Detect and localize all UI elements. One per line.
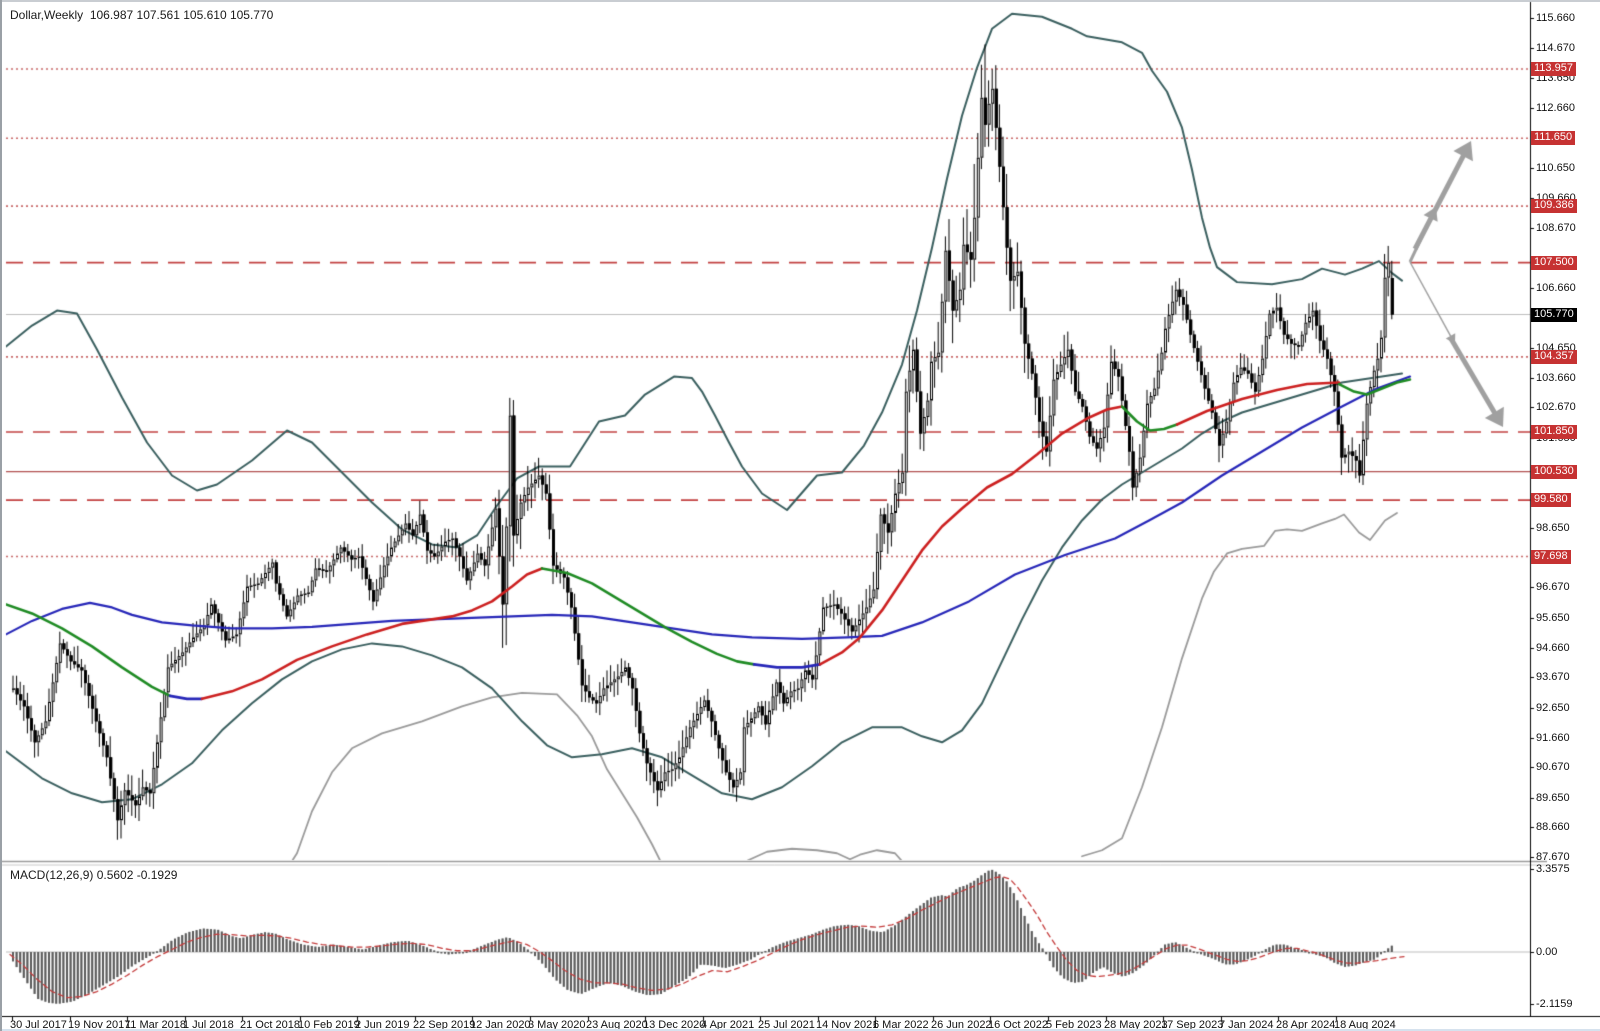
price-axis-label: 96.670: [1536, 581, 1570, 594]
macd-axis-label: -2.1159: [1536, 998, 1573, 1011]
time-axis-label: 16 Oct 2022: [988, 1019, 1048, 1031]
price-axis-label: 106.660: [1536, 281, 1576, 294]
macd-axis-label: 3.3575: [1536, 863, 1570, 876]
price-level-badge: 111.650: [1531, 131, 1576, 146]
price-axis-label: 92.650: [1536, 701, 1570, 714]
price-axis-label: 114.670: [1536, 41, 1575, 54]
current-price-badge: 105.770: [1531, 307, 1577, 322]
time-axis-label: 30 Jul 2017: [10, 1019, 67, 1031]
price-axis-label: 110.650: [1536, 162, 1575, 175]
time-axis-label: 17 Sep 2023: [1161, 1019, 1224, 1031]
time-axis-label: 12 Jan 2020: [470, 1019, 531, 1031]
price-axis-label: 91.660: [1536, 731, 1570, 744]
time-axis-label: 2 Jun 2019: [355, 1019, 410, 1031]
price-level-badge: 100.530: [1531, 464, 1577, 479]
time-axis-label: 22 Sep 2019: [413, 1019, 476, 1031]
time-axis-label: 21 Oct 2018: [240, 1019, 300, 1031]
price-axis-label: 94.660: [1536, 641, 1570, 654]
price-axis-label: 89.650: [1536, 791, 1570, 804]
time-axis-label: 14 Nov 2021: [816, 1019, 879, 1031]
macd-axis-label: 0.00: [1536, 946, 1558, 958]
time-axis-label: 13 Dec 2020: [643, 1019, 706, 1031]
chart-ohlc-readout: 106.987 107.561 105.610 105.770: [89, 8, 274, 22]
price-axis-label: 103.660: [1536, 371, 1576, 384]
price-axis-label: 87.670: [1536, 851, 1570, 864]
time-axis-label: 5 Feb 2023: [1046, 1019, 1102, 1031]
time-axis-label: 26 Jun 2022: [931, 1019, 992, 1031]
time-axis-label: 28 Apr 2024: [1276, 1019, 1336, 1031]
time-axis-label: 23 Aug 2020: [586, 1019, 648, 1031]
window-bottom-edge: [2, 1029, 1600, 1031]
price-axis-label: 115.660: [1536, 12, 1575, 24]
chart-title: Dollar,Weekly 106.987 107.561 105.610 10…: [10, 8, 273, 22]
time-axis-label: 1 Jul 2018: [183, 1019, 234, 1031]
price-axis-label: 88.660: [1536, 821, 1570, 834]
chart-symbol-period: Dollar,Weekly: [10, 8, 84, 22]
time-axis-label: 7 Jan 2024: [1219, 1019, 1274, 1031]
price-axis-label: 95.650: [1536, 611, 1570, 624]
time-axis-label: 3 May 2020: [528, 1019, 586, 1031]
time-axis-label: 6 Mar 2022: [873, 1019, 929, 1031]
price-level-badge: 99.580: [1531, 493, 1571, 508]
price-level-badge: 109.386: [1531, 199, 1577, 214]
time-axis-label: 28 May 2023: [1104, 1019, 1168, 1031]
time-axis-label: 19 Nov 2017: [68, 1019, 131, 1031]
time-axis-label: 10 Feb 2019: [298, 1019, 360, 1031]
macd-indicator-label: MACD(12,26,9) 0.5602 -0.1929: [10, 868, 178, 882]
time-axis-label: 4 Apr 2021: [701, 1019, 755, 1031]
price-axis-label: 112.660: [1536, 101, 1575, 114]
price-axis-label: 90.670: [1536, 761, 1570, 774]
price-level-badge: 113.957: [1531, 62, 1576, 77]
time-axis-label: 18 Aug 2024: [1334, 1019, 1396, 1031]
time-axis-label: 25 Jul 2021: [758, 1019, 815, 1031]
price-level-badge: 97.698: [1531, 549, 1571, 564]
price-axis-label: 102.670: [1536, 401, 1576, 414]
price-level-badge: 101.850: [1531, 425, 1577, 440]
price-axis-label: 98.650: [1536, 521, 1570, 534]
price-level-badge: 104.357: [1531, 349, 1577, 364]
time-axis-label: 11 Mar 2018: [125, 1019, 186, 1031]
price-level-badge: 107.500: [1531, 255, 1577, 270]
price-axis-label: 108.670: [1536, 221, 1576, 234]
price-axis-label: 93.670: [1536, 671, 1570, 684]
